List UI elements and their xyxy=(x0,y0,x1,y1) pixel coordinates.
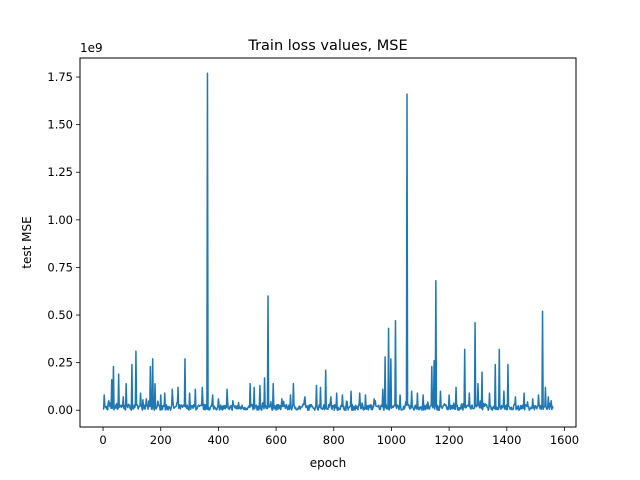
x-tick-label: 1000 xyxy=(377,433,406,447)
x-tick-label: 1200 xyxy=(434,433,463,447)
series-line xyxy=(102,72,554,411)
plot-area xyxy=(102,72,554,411)
y-tick-label: 0.50 xyxy=(47,308,73,322)
x-tick-label: 200 xyxy=(150,433,172,447)
x-axis-label: epoch xyxy=(310,456,347,470)
y-tick-label: 1.25 xyxy=(47,165,73,179)
axes-frame xyxy=(79,57,577,428)
y-axis: 0.00 0.25 0.50 0.75 1.00 1.25 1.50 1.75 xyxy=(47,70,80,417)
y-tick-label: 1.75 xyxy=(47,70,73,84)
y-tick-label: 0.00 xyxy=(47,403,73,417)
x-tick-label: 600 xyxy=(265,433,287,447)
y-axis-offset-label: 1e9 xyxy=(80,41,103,55)
x-tick-label: 1400 xyxy=(492,433,521,447)
y-axis-label: test MSE xyxy=(20,216,34,268)
y-tick-label: 1.00 xyxy=(47,213,73,227)
y-tick-label: 0.75 xyxy=(47,260,73,274)
y-tick-label: 0.25 xyxy=(47,356,73,370)
x-tick-label: 400 xyxy=(207,433,229,447)
chart-title: Train loss values, MSE xyxy=(247,38,407,54)
x-tick-label: 0 xyxy=(99,433,106,447)
x-tick-label: 1600 xyxy=(550,433,579,447)
x-tick-label: 800 xyxy=(323,433,345,447)
y-tick-label: 1.50 xyxy=(47,118,73,132)
x-axis: 0 200 400 600 800 1000 1200 1400 1600 xyxy=(99,427,579,447)
